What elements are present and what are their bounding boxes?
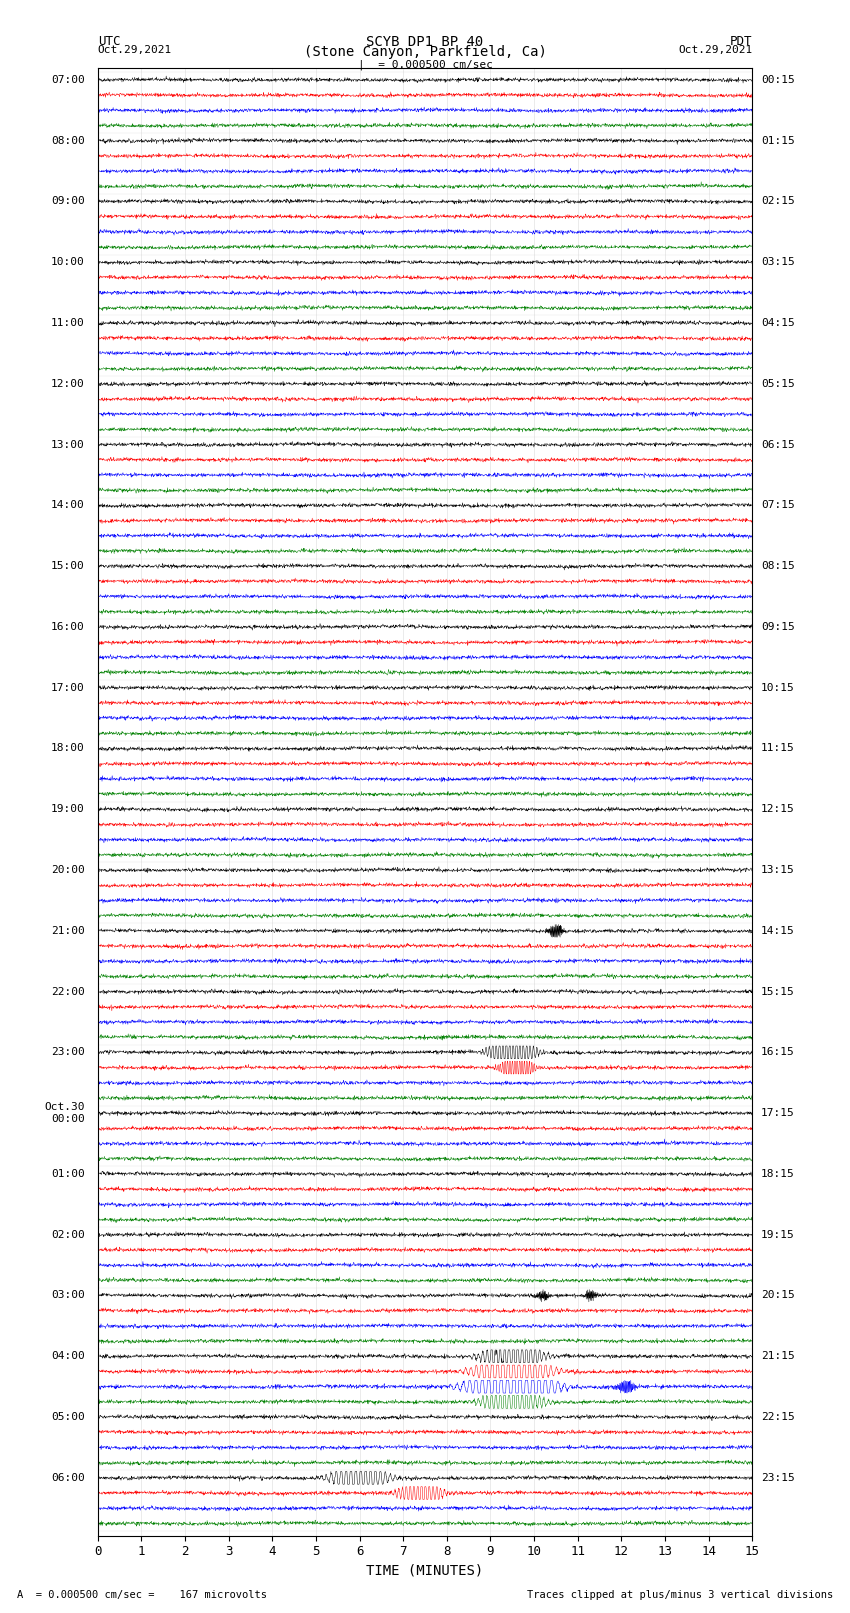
Text: Oct.29,2021: Oct.29,2021 <box>98 45 172 55</box>
Text: 20:15: 20:15 <box>761 1290 795 1300</box>
Text: SCYB DP1 BP 40: SCYB DP1 BP 40 <box>366 35 484 50</box>
Text: 12:15: 12:15 <box>761 805 795 815</box>
Text: 10:15: 10:15 <box>761 682 795 692</box>
Text: 22:00: 22:00 <box>51 987 85 997</box>
Text: 02:15: 02:15 <box>761 197 795 206</box>
Text: 09:15: 09:15 <box>761 623 795 632</box>
Text: 18:15: 18:15 <box>761 1169 795 1179</box>
Text: 13:00: 13:00 <box>51 440 85 450</box>
Text: 05:00: 05:00 <box>51 1411 85 1423</box>
Text: 15:15: 15:15 <box>761 987 795 997</box>
Text: 04:15: 04:15 <box>761 318 795 327</box>
Text: PDT: PDT <box>730 35 752 48</box>
Text: 19:00: 19:00 <box>51 805 85 815</box>
Text: Oct.29,2021: Oct.29,2021 <box>678 45 752 55</box>
Text: 21:00: 21:00 <box>51 926 85 936</box>
Text: 15:00: 15:00 <box>51 561 85 571</box>
Text: 03:00: 03:00 <box>51 1290 85 1300</box>
Text: (Stone Canyon, Parkfield, Ca): (Stone Canyon, Parkfield, Ca) <box>303 45 547 60</box>
Text: 08:00: 08:00 <box>51 135 85 145</box>
Text: 01:00: 01:00 <box>51 1169 85 1179</box>
Text: 11:00: 11:00 <box>51 318 85 327</box>
Text: 19:15: 19:15 <box>761 1229 795 1240</box>
Text: 02:00: 02:00 <box>51 1229 85 1240</box>
Text: UTC: UTC <box>98 35 120 48</box>
Text: 18:00: 18:00 <box>51 744 85 753</box>
Text: 16:00: 16:00 <box>51 623 85 632</box>
Text: 12:00: 12:00 <box>51 379 85 389</box>
X-axis label: TIME (MINUTES): TIME (MINUTES) <box>366 1565 484 1578</box>
Text: 05:15: 05:15 <box>761 379 795 389</box>
Text: 04:00: 04:00 <box>51 1352 85 1361</box>
Text: 13:15: 13:15 <box>761 865 795 874</box>
Text: 23:15: 23:15 <box>761 1473 795 1482</box>
Text: 17:15: 17:15 <box>761 1108 795 1118</box>
Text: |  = 0.000500 cm/sec: | = 0.000500 cm/sec <box>358 60 492 71</box>
Text: 21:15: 21:15 <box>761 1352 795 1361</box>
Text: 09:00: 09:00 <box>51 197 85 206</box>
Text: 01:15: 01:15 <box>761 135 795 145</box>
Text: 03:15: 03:15 <box>761 256 795 268</box>
Text: 14:00: 14:00 <box>51 500 85 510</box>
Text: A  = 0.000500 cm/sec =    167 microvolts: A = 0.000500 cm/sec = 167 microvolts <box>17 1590 267 1600</box>
Text: 17:00: 17:00 <box>51 682 85 692</box>
Text: 23:00: 23:00 <box>51 1047 85 1058</box>
Text: 07:15: 07:15 <box>761 500 795 510</box>
Text: 22:15: 22:15 <box>761 1411 795 1423</box>
Text: 06:00: 06:00 <box>51 1473 85 1482</box>
Text: 10:00: 10:00 <box>51 256 85 268</box>
Text: 16:15: 16:15 <box>761 1047 795 1058</box>
Text: Oct.30
00:00: Oct.30 00:00 <box>44 1102 85 1124</box>
Text: 08:15: 08:15 <box>761 561 795 571</box>
Text: Traces clipped at plus/minus 3 vertical divisions: Traces clipped at plus/minus 3 vertical … <box>527 1590 833 1600</box>
Text: 14:15: 14:15 <box>761 926 795 936</box>
Text: 11:15: 11:15 <box>761 744 795 753</box>
Text: 06:15: 06:15 <box>761 440 795 450</box>
Text: 00:15: 00:15 <box>761 74 795 85</box>
Text: 20:00: 20:00 <box>51 865 85 874</box>
Text: 07:00: 07:00 <box>51 74 85 85</box>
